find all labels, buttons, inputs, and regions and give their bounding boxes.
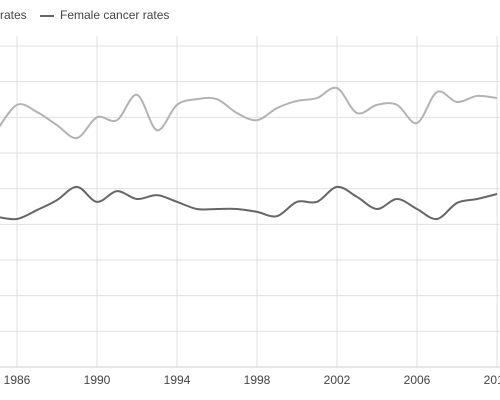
x-tick-label: 2006 <box>404 373 431 387</box>
x-tick-label: 1994 <box>164 373 191 387</box>
x-tick-label: 2002 <box>324 373 351 387</box>
legend-label: rates <box>0 8 27 22</box>
line-series <box>0 185 498 221</box>
x-tick-label: 1998 <box>244 373 271 387</box>
legend-label: Female cancer rates <box>60 8 169 22</box>
x-tick-label: 1990 <box>84 373 111 387</box>
x-tick-label: 1986 <box>4 373 31 387</box>
line-series <box>0 86 498 140</box>
x-tick-label: 2010 <box>484 373 500 387</box>
